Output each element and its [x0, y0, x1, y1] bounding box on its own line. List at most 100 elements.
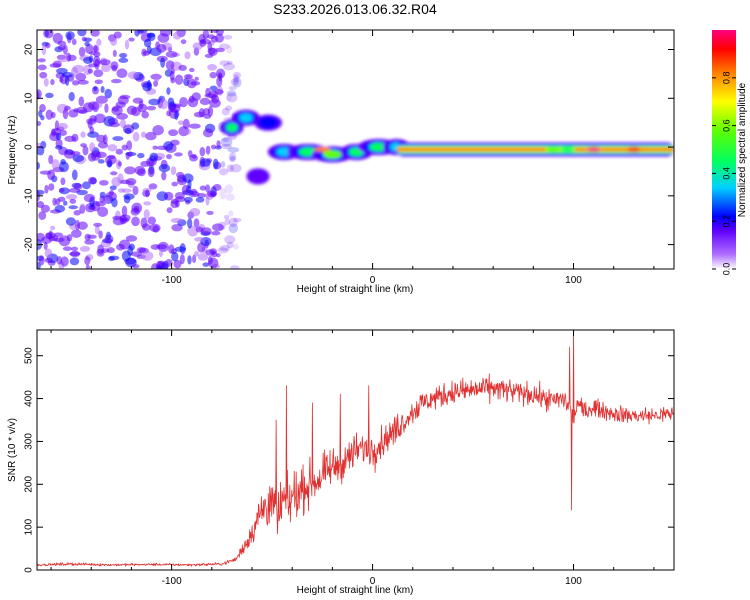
- spectrogram-cell: [131, 202, 143, 214]
- spectrogram-cell: [85, 264, 90, 269]
- spectrogram-cell: [83, 56, 93, 64]
- spectrogram-cell: [99, 179, 109, 186]
- spectrogram-cell: [109, 190, 114, 196]
- spectrogram-cell: [123, 195, 131, 204]
- spectrogram-cell: [37, 162, 40, 170]
- spectrogram-cell: [179, 254, 185, 265]
- spectrogram-noise-layer: [37, 30, 242, 269]
- spectrogram-cell: [168, 129, 179, 137]
- spectrogram-cell: [45, 42, 51, 49]
- spectrogram-cell: [79, 245, 91, 252]
- spectrogram-cell: [40, 236, 53, 244]
- spectrogram-cell: [171, 223, 183, 232]
- spectrogram-cell: [143, 201, 152, 206]
- spectrogram-cell: [37, 201, 45, 209]
- spectrogram-cell: [217, 247, 229, 254]
- spectrogram-cell: [230, 78, 239, 86]
- spectrogram-cell: [117, 161, 122, 167]
- spectrogram-feature: [252, 171, 264, 181]
- spectrogram-cell: [37, 121, 42, 126]
- colorbar-label: Normalized spectral amplitude: [737, 82, 748, 217]
- spectrogram-cell: [232, 77, 242, 88]
- spectrogram-cell: [50, 78, 55, 86]
- spectrogram-cell: [211, 231, 221, 236]
- spectrogram-cell: [78, 46, 86, 57]
- spectrogram-cell: [75, 219, 80, 231]
- spectrogram-cell: [216, 76, 223, 87]
- spectrogram-cell: [150, 263, 159, 269]
- spectrogram-cell: [37, 64, 47, 71]
- spectrogram-cell: [59, 77, 64, 83]
- snr-frame: [36, 329, 675, 571]
- spectrogram-cell: [45, 109, 53, 120]
- spectrogram-cell: [219, 188, 227, 200]
- spectrogram-cell: [169, 70, 175, 81]
- spectrogram-cell: [48, 183, 55, 191]
- spectrogram-cell: [226, 92, 238, 103]
- spectrogram-cell: [210, 144, 217, 150]
- spectrogram-cell: [65, 194, 78, 200]
- spectrogram-cell: [177, 120, 185, 125]
- spectrogram-cell: [189, 207, 201, 217]
- spectrogram-cell: [170, 166, 177, 176]
- spectrogram-cell: [111, 198, 118, 208]
- spectrogram-cell: [54, 204, 66, 213]
- colorbar-tick-label: 0.0: [721, 263, 731, 276]
- spectrogram-cell: [93, 86, 98, 91]
- spectrogram-cell: [206, 210, 214, 215]
- spectrogram-cell: [153, 73, 160, 82]
- spectrogram-cell: [191, 92, 201, 101]
- spectrogram-cell: [63, 200, 68, 206]
- spectrogram-cell: [183, 74, 193, 80]
- spectrogram-cell: [55, 145, 63, 150]
- spectrogram-cell: [156, 145, 168, 151]
- spectrogram-cell: [229, 155, 236, 161]
- spectrogram-feature: [322, 149, 343, 159]
- x-tick-label: 0: [370, 275, 376, 286]
- spectrogram-cell: [176, 171, 185, 179]
- spectrogram-cell: [205, 184, 211, 193]
- spectrogram-cell: [166, 207, 173, 214]
- spectrogram-cell: [132, 264, 140, 269]
- spectrogram-cell: [65, 31, 75, 40]
- x-tick-label: -100: [162, 275, 182, 286]
- spectrogram-cell: [119, 239, 131, 250]
- y-tick-label: 10: [24, 92, 35, 104]
- spectrogram-feature: [261, 118, 275, 128]
- spectrogram-cell: [119, 52, 128, 58]
- spectrogram-cell: [77, 30, 87, 37]
- spectrogram-cell: [197, 253, 209, 261]
- spectrogram-cell: [43, 241, 48, 250]
- spectrogram-cell: [200, 158, 211, 167]
- spectrogram-cell: [207, 47, 216, 55]
- spectrogram-cell: [165, 259, 173, 267]
- spectrogram-cell: [57, 54, 69, 63]
- spectrogram-cell: [77, 79, 89, 85]
- spectrogram-cell: [137, 152, 145, 159]
- spectrogram-cell: [39, 71, 48, 79]
- spectrogram-cell: [94, 113, 106, 124]
- spectrogram-cell: [115, 148, 123, 155]
- spectrogram-cell: [50, 225, 56, 231]
- spectrogram-cell: [132, 131, 140, 142]
- spectrogram-cell: [197, 242, 206, 253]
- spectrogram-cell: [60, 256, 69, 267]
- spectrogram-cell: [64, 135, 77, 142]
- spectrogram-cell: [69, 198, 77, 204]
- spectrogram-cell: [69, 251, 81, 257]
- spectrogram-cell: [48, 154, 54, 165]
- spectrogram-cell: [224, 218, 230, 226]
- spectrogram-cell: [111, 105, 123, 116]
- spectrogram-cell: [226, 164, 234, 173]
- spectrogram-cell: [80, 131, 86, 138]
- spectrogram-cell: [117, 188, 126, 193]
- spectrogram-cell: [226, 94, 232, 102]
- spectrogram-cell: [40, 115, 45, 121]
- y-tick-label: 0: [24, 144, 35, 150]
- spectrogram-cell: [96, 134, 106, 143]
- spectrogram-cell: [111, 64, 118, 72]
- spectrogram-cell: [226, 90, 237, 97]
- spectrogram-cell: [175, 200, 180, 208]
- spectrogram-cell: [230, 265, 240, 269]
